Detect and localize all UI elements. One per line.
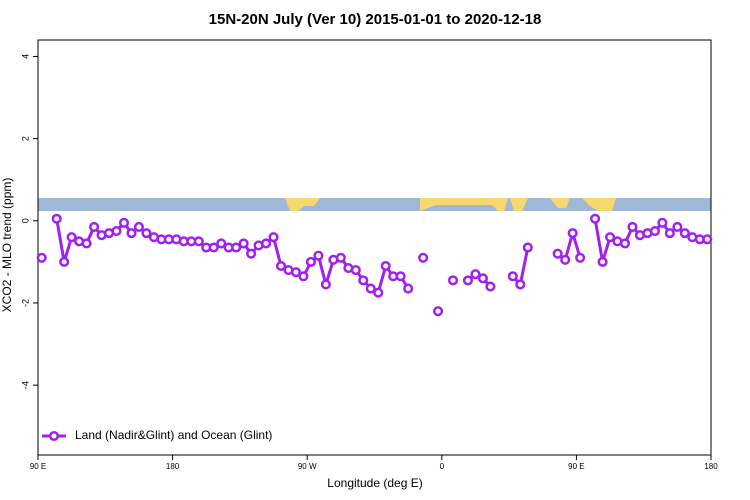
data-point [575,252,586,263]
data-point [81,238,92,249]
data-point [418,252,429,263]
data-point [141,228,152,239]
data-point [507,271,518,282]
data-point [605,232,616,243]
data-point [126,228,137,239]
data-point [664,228,675,239]
x-tick-label: 90 E [30,462,46,471]
data-point [59,256,70,267]
data-point [51,213,62,224]
data-point [261,238,272,249]
y-tick-label: 0 [20,218,30,223]
data-point [657,217,668,228]
data-point [515,279,526,290]
series-line [55,218,708,295]
data-point [36,252,47,263]
y-tick-label: -4 [20,381,30,389]
data-point [313,250,324,261]
data-point [89,221,100,233]
data-point [268,232,279,243]
data-point [597,256,608,267]
data-point [567,228,578,239]
data-point [477,273,488,284]
data-point [702,234,713,245]
data-point [433,306,444,317]
data-point [552,248,563,259]
data-point [470,269,481,280]
data-point [365,283,376,294]
chart-title: 15N-20N July (Ver 10) 2015-01-01 to 2020… [209,11,542,28]
y-axis-label: XCO2 - MLO trend (ppm) [0,178,14,313]
x-tick-label: 90 E [568,462,584,471]
data-point [358,275,369,286]
plot-frame [37,39,712,456]
data-point [320,279,331,290]
y-tick-label: 4 [20,54,30,59]
data-point [208,242,219,253]
data-point [522,242,533,253]
x-tick-label: 90 W [298,462,317,471]
data-point [111,226,122,237]
data-point [246,248,257,259]
data-point [627,221,638,233]
data-point [275,260,287,272]
data-point [485,281,496,292]
data-point [619,238,631,249]
data-point [238,238,249,249]
data-point [649,226,660,237]
legend-marker [48,430,60,442]
map-strip [38,198,711,211]
y-tick-label: -2 [20,299,30,307]
x-tick-label: 180 [704,462,718,471]
data-point [216,238,227,249]
data-point [335,252,346,263]
legend-label: Land (Nadir&Glint) and Ocean (Glint) [75,428,272,442]
data-point [590,213,601,224]
data-point [462,275,474,286]
data-point [231,242,242,253]
data-point [350,265,361,276]
data-point [403,283,414,294]
data-point [447,275,459,286]
data-point [118,217,130,228]
data-point [193,236,204,247]
data-point [290,267,302,278]
data-point [373,287,384,298]
data-point [66,232,77,243]
data-point [298,271,309,282]
data-point [133,221,144,233]
data-point [395,271,406,282]
data-point [672,221,683,233]
data-point [560,254,571,265]
data-point [679,228,690,239]
x-tick-label: 180 [166,462,180,471]
x-tick-label: 0 [440,462,445,471]
data-point [305,256,316,267]
x-axis-label: Longitude (deg E) [327,476,422,490]
y-tick-label: 2 [20,136,30,141]
data-point [380,260,391,272]
